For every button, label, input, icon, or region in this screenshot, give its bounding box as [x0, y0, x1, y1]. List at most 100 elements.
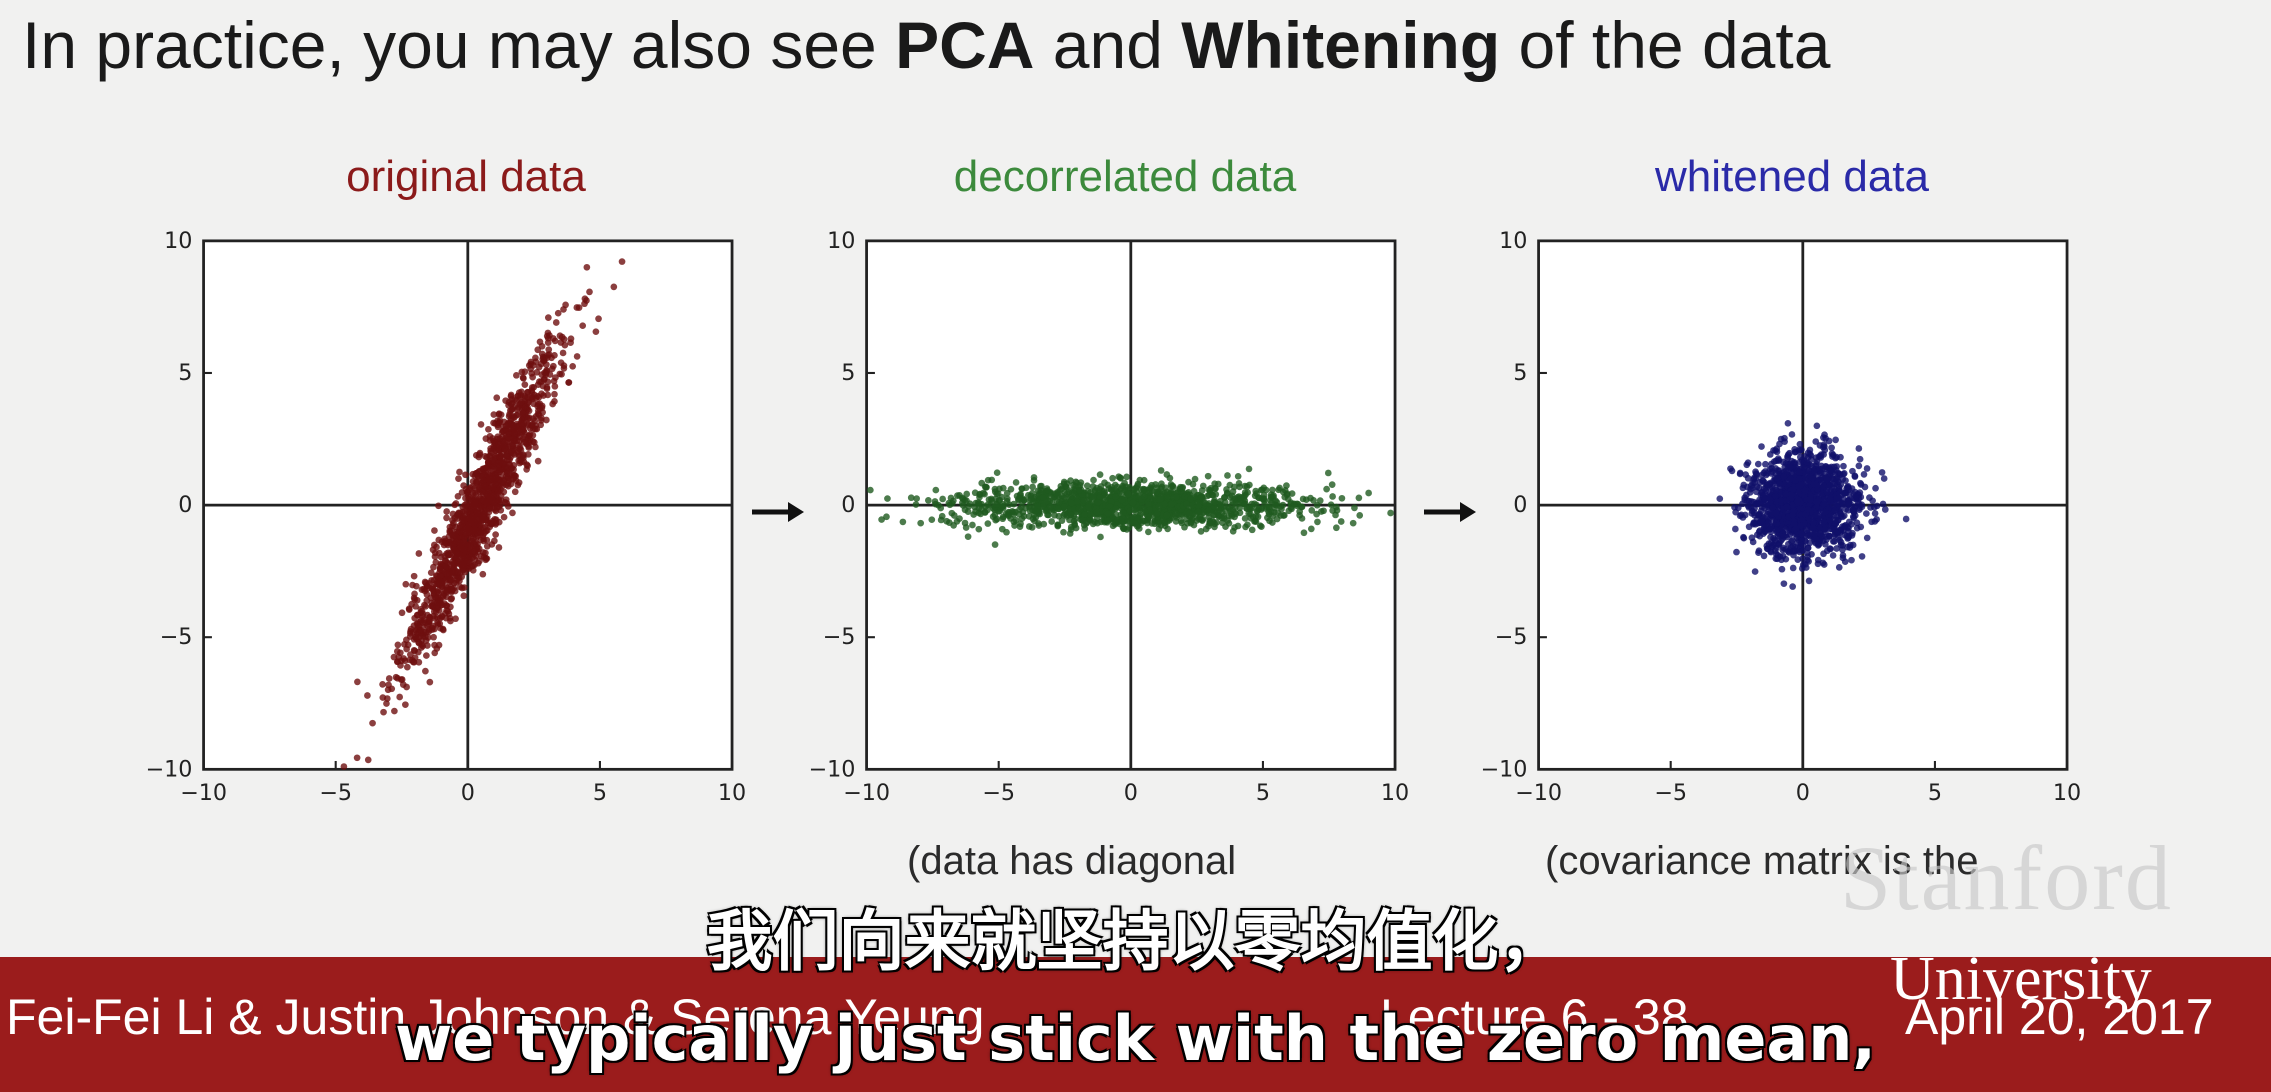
scatter-point — [533, 368, 541, 376]
scatter-point — [1855, 504, 1863, 512]
scatter-point — [1774, 467, 1782, 474]
scatter-point — [511, 430, 518, 437]
scatter-point — [518, 388, 525, 396]
scatter-point — [1766, 495, 1773, 503]
scatter-point — [394, 658, 401, 665]
scatter-point — [1801, 474, 1809, 482]
scatter-points — [1716, 419, 1910, 590]
scatter-point — [947, 494, 955, 502]
scatter-point — [441, 577, 449, 584]
scatter-point — [1313, 510, 1320, 518]
scatter-point — [993, 501, 1000, 508]
scatter-point — [477, 421, 485, 428]
scatter-point — [482, 556, 490, 564]
scatter-point — [963, 490, 971, 498]
y-tick-label: −5 — [1495, 624, 1528, 650]
scatter-point — [439, 625, 447, 633]
scatter-point — [1823, 487, 1830, 494]
scatter-point — [481, 452, 489, 460]
scatter-point — [469, 562, 477, 570]
scatter-point — [408, 600, 415, 608]
scatter-point — [454, 492, 462, 500]
scatter-point — [1163, 488, 1171, 496]
footer-authors: Fei-Fei Li & Justin Johnson & Serena Yeu… — [6, 989, 985, 1045]
x-tick-label: 10 — [2053, 780, 2081, 806]
scatter-point — [1114, 483, 1121, 491]
scatter-point — [1063, 484, 1070, 491]
scatter-point — [528, 370, 535, 377]
scatter-point — [1772, 486, 1780, 494]
scatter-plot-whitened: −10 −5 0 5 10 10 5 0 −5 −10 — [1480, 228, 2081, 806]
scatter-point — [1026, 507, 1034, 514]
scatter-point — [1845, 486, 1853, 494]
slide-title-text: and — [1034, 8, 1182, 82]
scatter-point — [1135, 525, 1143, 532]
scatter-point — [1763, 469, 1771, 477]
scatter-point — [562, 301, 569, 309]
scatter-point — [1260, 484, 1268, 492]
scatter-point — [1855, 462, 1863, 470]
scatter-point — [545, 346, 553, 353]
x-tick-label: 10 — [1381, 780, 1409, 806]
scatter-point — [500, 478, 507, 485]
scatter-point — [391, 707, 398, 715]
scatter-point — [544, 391, 552, 399]
scatter-point — [535, 411, 543, 419]
scatter-point — [1153, 488, 1160, 496]
scatter-point — [1123, 473, 1130, 481]
scatter-point — [1365, 489, 1372, 497]
scatter-point — [1122, 483, 1130, 491]
scatter-point — [1820, 434, 1827, 441]
scatter-point — [544, 314, 552, 321]
scatter-point — [1745, 523, 1753, 531]
scatter-point — [407, 651, 414, 658]
scatter-point — [1104, 510, 1112, 517]
scatter-point — [424, 582, 431, 589]
scatter-point — [1792, 477, 1799, 484]
scatter-point — [502, 452, 510, 459]
scatter-point — [1090, 476, 1097, 484]
scatter-point — [1141, 508, 1149, 516]
scatter-point — [1758, 471, 1766, 479]
scatter-point — [509, 509, 516, 517]
scatter-point — [543, 332, 551, 340]
scatter-point — [1817, 451, 1825, 458]
scatter-point — [1243, 504, 1250, 512]
scatter-point — [415, 658, 423, 666]
scatter-point — [1879, 500, 1887, 508]
scatter-point — [1812, 438, 1820, 445]
scatter-point — [1090, 493, 1098, 501]
scatter-point — [1185, 509, 1193, 517]
scatter-point — [1271, 501, 1279, 508]
scatter-point — [1797, 522, 1805, 530]
scatter-point — [1314, 518, 1321, 526]
scatter-point — [1081, 497, 1088, 504]
scatter-point — [1210, 498, 1218, 506]
scatter-point — [1156, 496, 1164, 503]
scatter-point — [1750, 509, 1758, 517]
scatter-point — [1229, 488, 1237, 495]
scatter-point — [1103, 493, 1110, 501]
scatter-point — [1784, 454, 1791, 462]
scatter-point — [1739, 500, 1746, 508]
scatter-point — [1316, 497, 1324, 504]
x-tick-label: −10 — [1515, 780, 1562, 806]
scatter-point — [495, 440, 502, 448]
scatter-point — [1873, 516, 1880, 523]
scatter-point — [1067, 511, 1075, 518]
scatter-point — [1816, 442, 1824, 449]
scatter-point — [1815, 541, 1823, 548]
scatter-point — [999, 515, 1007, 523]
scatter-point — [1856, 455, 1864, 463]
scatter-point — [1177, 517, 1185, 525]
scatter-point — [1307, 525, 1315, 533]
scatter-point — [1219, 519, 1226, 527]
scatter-point — [1022, 484, 1030, 492]
scatter-point — [1811, 530, 1819, 538]
scatter-point — [430, 541, 438, 549]
scatter-point — [1349, 519, 1357, 527]
scatter-point — [1118, 496, 1126, 504]
scatter-point — [1796, 468, 1803, 476]
scatter-point — [1828, 444, 1835, 452]
scatter-point — [403, 636, 410, 644]
